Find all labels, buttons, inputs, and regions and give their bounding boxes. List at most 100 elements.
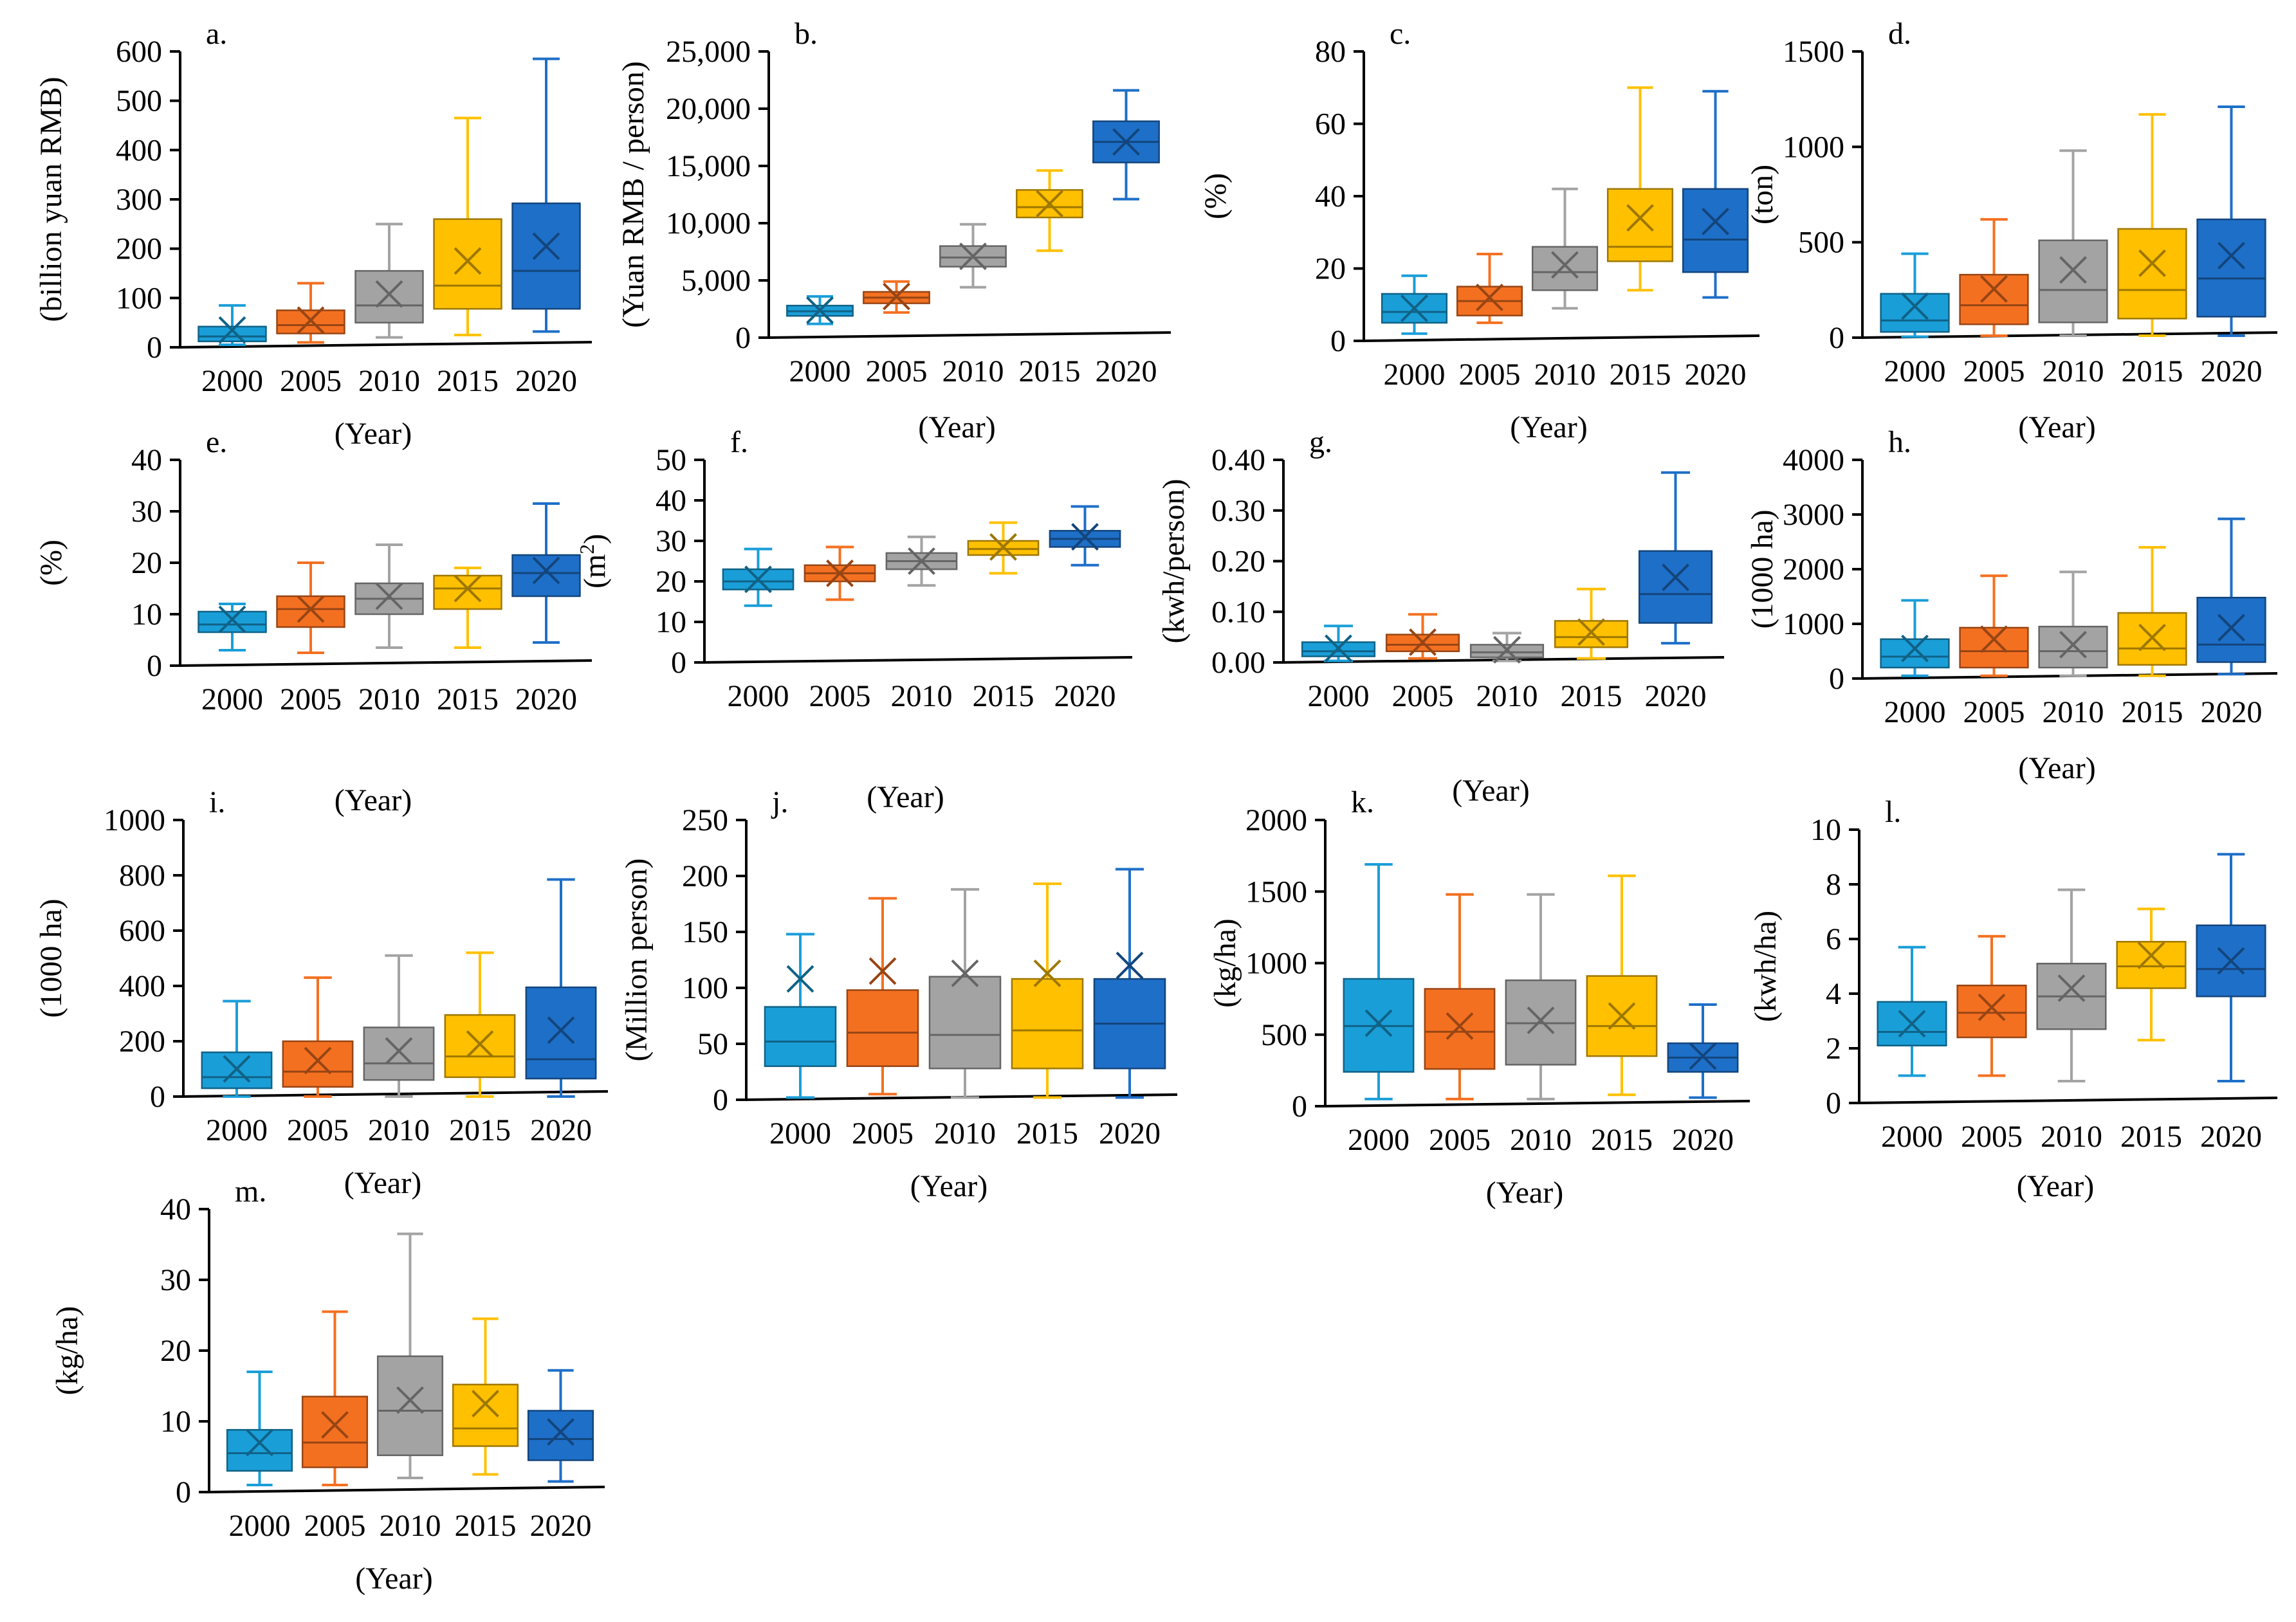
x-tick-label: 2020: [1685, 358, 1747, 392]
mean-marker: [1980, 625, 2008, 653]
y-tick-label: 6: [1826, 922, 1841, 956]
iqr-box: [1011, 978, 1084, 1070]
y-tick-label: 15,000: [666, 149, 751, 183]
iqr-box: [764, 1006, 837, 1068]
mean-marker: [959, 242, 987, 271]
iqr-box: [511, 554, 581, 597]
mean-marker: [951, 959, 979, 987]
x-axis-label: (Year): [918, 410, 995, 444]
box-2000: [786, 295, 854, 325]
box-2015: [967, 521, 1040, 575]
panel-m: m. 0 10 20 30 40 (kg/ha) 2000 2005 2010 2015 2020 (Y…: [50, 1174, 605, 1596]
x-axis: [767, 331, 1171, 339]
y-tick-label: 80: [1315, 35, 1346, 69]
x-axis: [207, 1486, 605, 1493]
iqr-box: [1956, 985, 2027, 1039]
y-tick-label: 10: [656, 605, 686, 639]
box-2020: [1638, 471, 1713, 645]
panel-j: j. 0 50 100 150 200 250 (Million person) 2000 200…: [620, 785, 1178, 1203]
iqr-box: [2038, 239, 2108, 323]
x-axis-label: (Year): [1510, 410, 1587, 444]
x-tick-label: 2020: [1672, 1123, 1734, 1157]
x-axis-label: (Year): [335, 783, 412, 817]
y-tick-label: 400: [119, 969, 165, 1003]
mean-marker: [1325, 634, 1352, 662]
box-2005: [846, 897, 919, 1096]
y-axis-label: (kg/ha): [50, 1306, 84, 1396]
x-tick-label: 2015: [1561, 679, 1622, 713]
mean-marker: [1901, 634, 1929, 662]
box-2020: [2196, 517, 2266, 676]
box-2000: [1381, 274, 1448, 335]
y-tick-label: 400: [116, 133, 162, 167]
iqr-box: [2038, 626, 2108, 669]
x-tick-label: 2020: [2201, 695, 2263, 729]
y-tick-label: 1000: [1245, 947, 1307, 981]
box-2020: [2196, 105, 2266, 338]
x-tick-label: 2010: [1534, 358, 1596, 392]
box-2015: [444, 951, 516, 1098]
iqr-box: [1424, 988, 1496, 1070]
box-2005: [276, 282, 345, 344]
y-tick-label: 300: [116, 183, 162, 217]
y-tick-label: 10: [160, 1405, 191, 1439]
y-tick-label: 0.40: [1211, 443, 1265, 477]
x-axis: [703, 656, 1133, 664]
iqr-box: [276, 595, 345, 628]
box-2010: [363, 954, 435, 1098]
x-tick-label: 2000: [1308, 679, 1370, 713]
x-tick-label: 2015: [973, 679, 1034, 713]
y-tick-label: 0: [671, 646, 686, 680]
x-tick-label: 2000: [769, 1116, 831, 1151]
y-tick-label: 10: [131, 597, 162, 632]
mean-marker: [786, 965, 814, 993]
y-axis-label: (m2): [576, 534, 612, 588]
mean-marker: [2217, 947, 2245, 975]
x-tick-label: 2015: [1019, 354, 1081, 388]
x-tick-label: 2005: [280, 364, 342, 398]
x-axis: [1323, 1100, 1750, 1107]
box-2015: [2117, 113, 2187, 338]
y-tick-label: 0: [713, 1083, 728, 1117]
y-axis-label: (kwh/ha): [1749, 911, 1783, 1022]
x-tick-label: 2010: [2041, 1120, 2102, 1154]
box-2020: [1093, 868, 1166, 1099]
x-tick-label: 2020: [2201, 354, 2263, 388]
mean-marker: [989, 533, 1017, 561]
panel-c: c. 0 20 40 60 80 (%) 2000 2005 2010 2015 2020 (Year): [1199, 17, 1760, 444]
x-tick-label: 2010: [358, 364, 420, 398]
iqr-box: [1959, 626, 2029, 669]
panel-label: g.: [1309, 425, 1332, 459]
box-2015: [1606, 86, 1674, 292]
iqr-box: [2117, 228, 2187, 320]
y-axis-label: (kg/ha): [1208, 918, 1242, 1008]
box-2000: [764, 933, 837, 1099]
x-axis-label: (Year): [867, 780, 944, 814]
box-2020: [1682, 89, 1749, 299]
x-tick-label: 2015: [2120, 1120, 2182, 1154]
mean-marker: [1689, 1042, 1717, 1070]
y-tick-label: 0: [1292, 1089, 1307, 1124]
box-2010: [354, 543, 424, 649]
box-2005: [1959, 574, 2029, 677]
y-tick-label: 200: [119, 1025, 165, 1059]
mean-marker: [2059, 630, 2087, 659]
y-tick-label: 4: [1826, 977, 1841, 1011]
iqr-box: [1638, 550, 1713, 624]
x-tick-label: 2000: [789, 354, 851, 388]
mean-marker: [304, 1046, 332, 1075]
y-tick-label: 100: [682, 971, 728, 1005]
iqr-box: [444, 1014, 516, 1079]
box-2005: [1956, 934, 2027, 1077]
iqr-box: [226, 1428, 293, 1472]
y-tick-label: 0: [735, 321, 751, 355]
box-2010: [2036, 888, 2107, 1082]
mean-marker: [1978, 993, 2006, 1021]
mean-marker: [1493, 635, 1521, 664]
y-tick-label: 500: [1261, 1018, 1307, 1052]
x-axis: [1362, 334, 1760, 342]
iqr-box: [1959, 273, 2029, 325]
y-axis-label: (Million person): [620, 859, 654, 1062]
box-2000: [197, 603, 267, 652]
y-tick-label: 1000: [104, 803, 165, 837]
